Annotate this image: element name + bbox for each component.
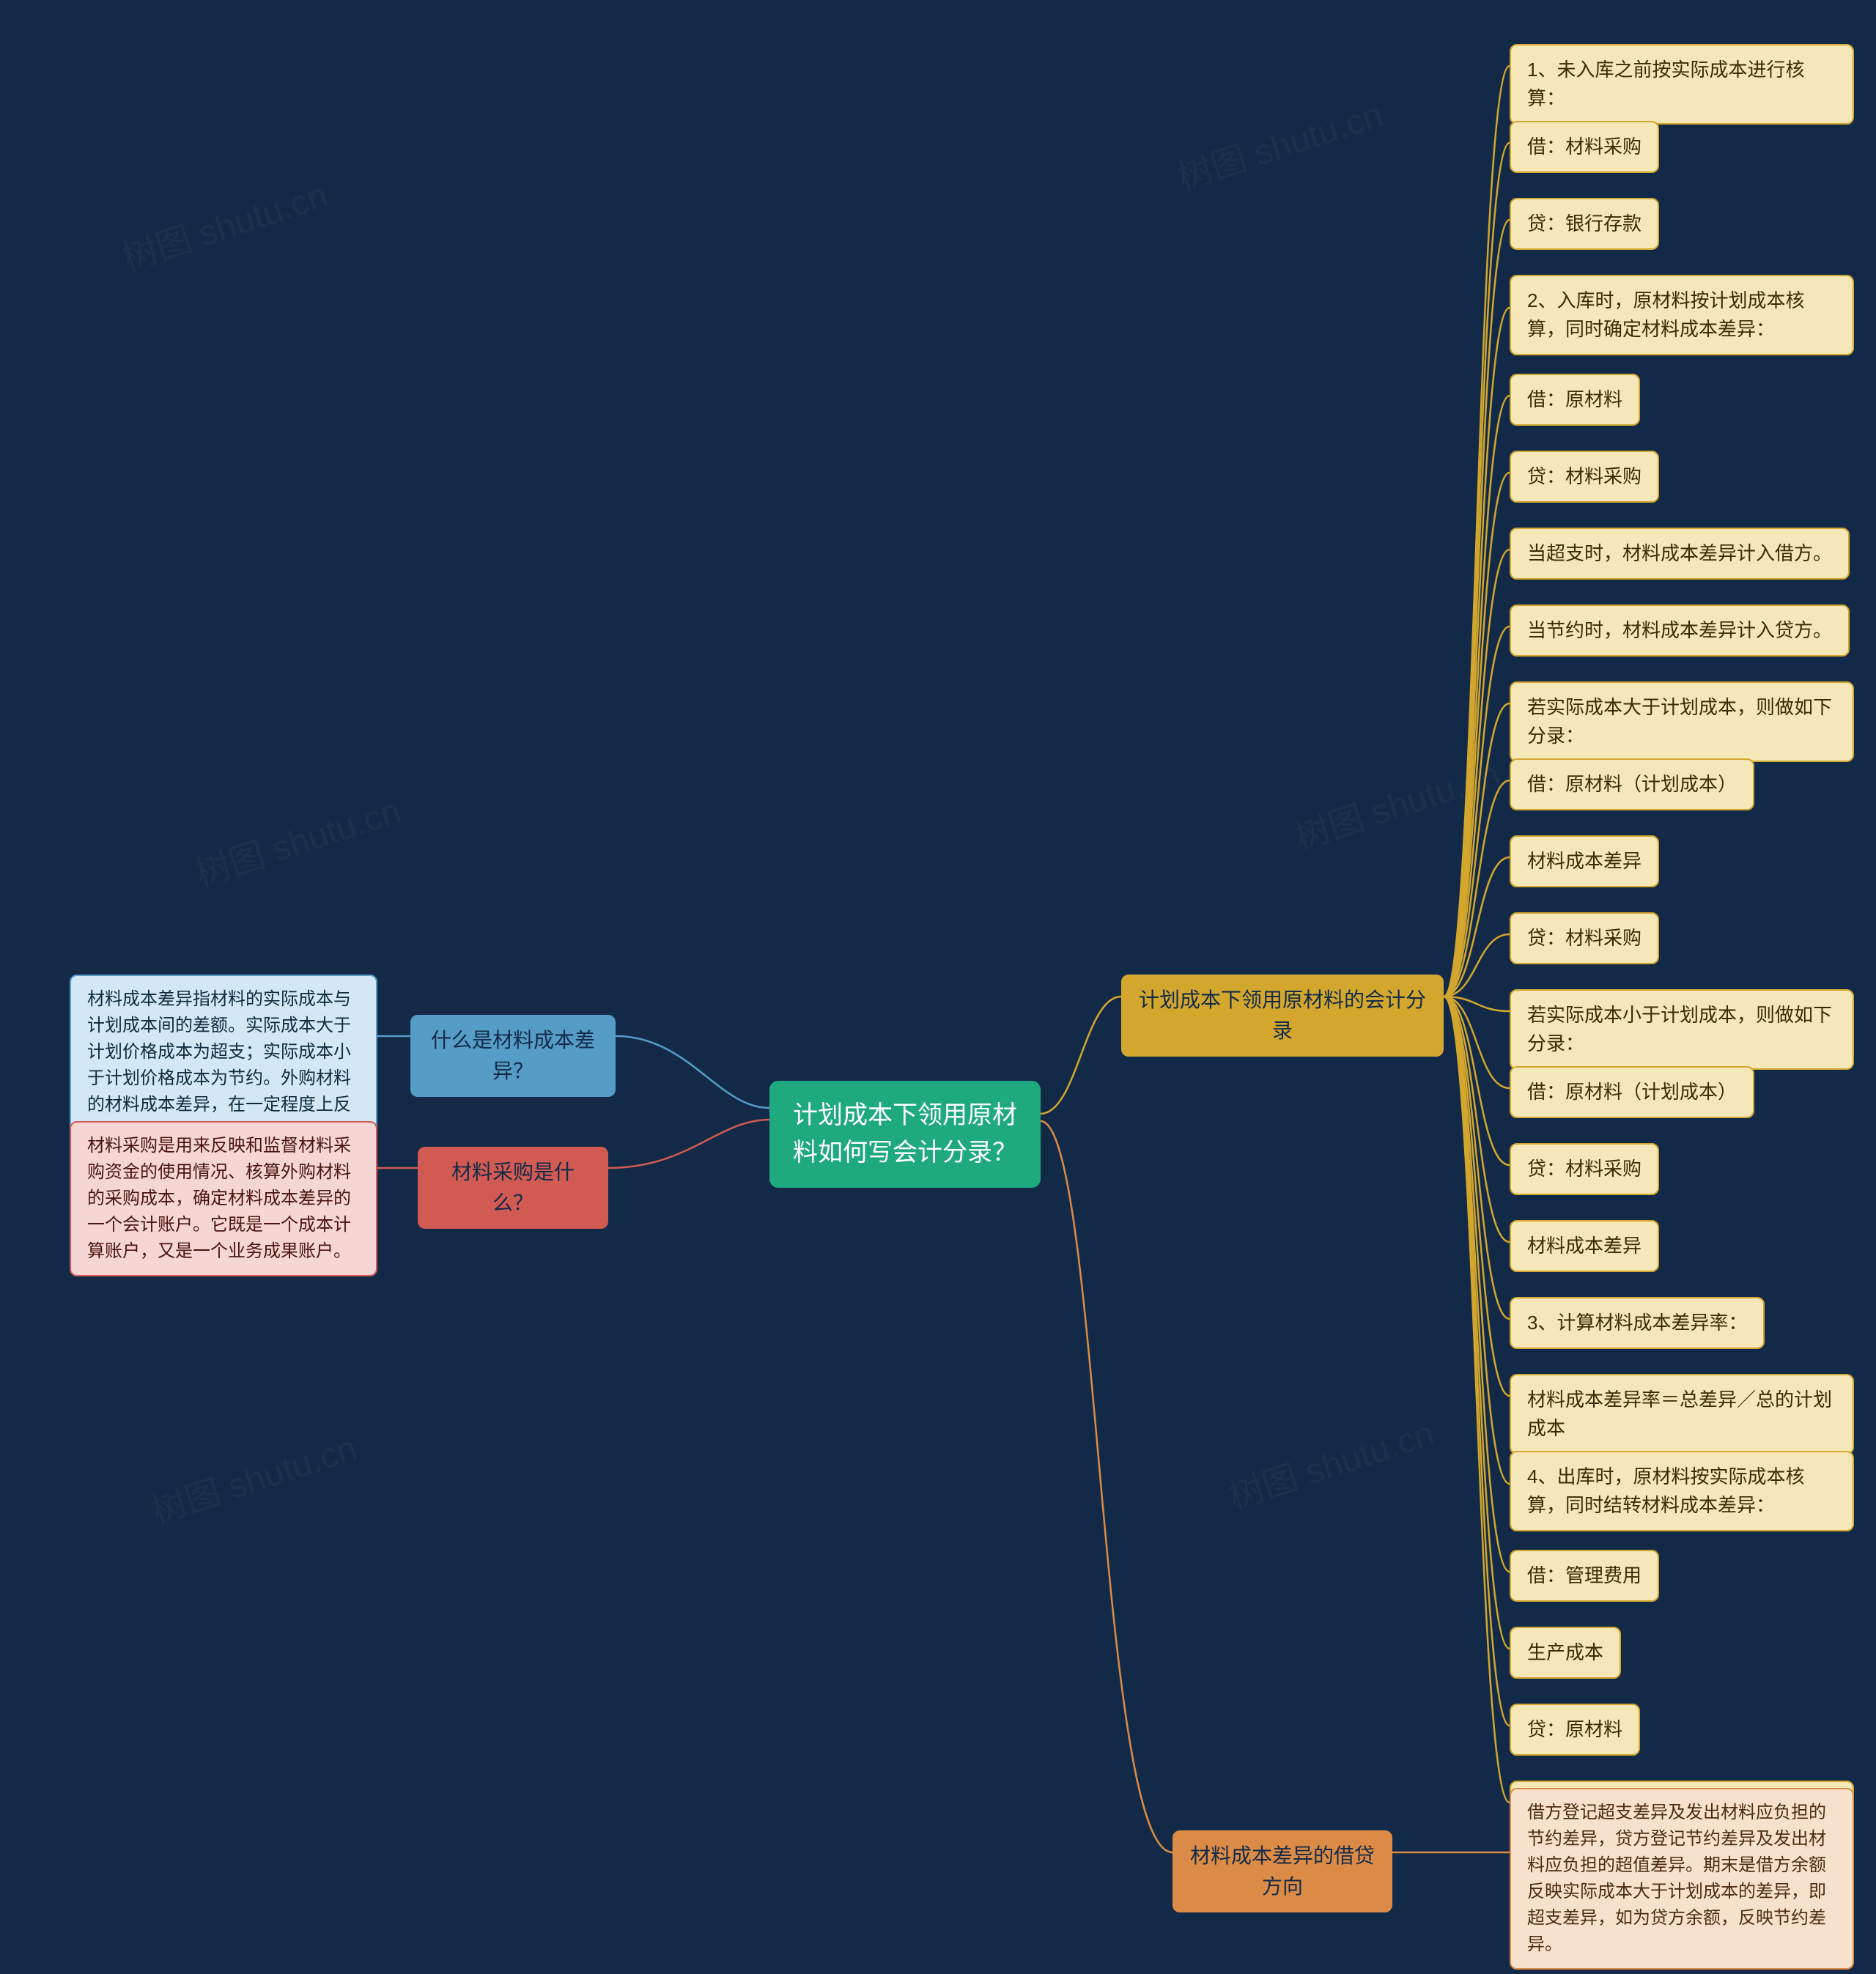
watermark: 树图 shutu.cn <box>1287 745 1505 860</box>
watermark: 树图 shutu.cn <box>1221 1405 1439 1519</box>
leaf-yellow-3[interactable]: 2、入库时，原材料按计划成本核算，同时确定材料成本差异： <box>1510 275 1854 355</box>
leaf-yellow-2[interactable]: 贷：银行存款 <box>1510 198 1659 250</box>
leaf-yellow-0[interactable]: 1、未入库之前按实际成本进行核算： <box>1510 44 1854 125</box>
leaf-yellow-5[interactable]: 贷：材料采购 <box>1510 451 1659 503</box>
watermark: 树图 shutu.cn <box>114 166 333 281</box>
leaf-yellow-12[interactable]: 若实际成本小于计划成本，则做如下分录： <box>1510 989 1854 1070</box>
watermark: 树图 shutu.cn <box>144 1419 362 1534</box>
leaf-yellow-20[interactable]: 生产成本 <box>1510 1627 1621 1679</box>
leaf-orange[interactable]: 借方登记超支差异及发出材料应负担的节约差异，贷方登记节约差异及发出材料应负担的超… <box>1510 1788 1854 1970</box>
leaf-yellow-11[interactable]: 贷：材料采购 <box>1510 912 1659 964</box>
leaf-yellow-7[interactable]: 当节约时，材料成本差异计入贷方。 <box>1510 605 1850 657</box>
branch-red[interactable]: 材料采购是什么？ <box>418 1147 608 1229</box>
leaf-yellow-6[interactable]: 当超支时，材料成本差异计入借方。 <box>1510 528 1850 580</box>
mindmap-canvas: 树图 shutu.cn 树图 shutu.cn 树图 shutu.cn 树图 s… <box>0 0 1876 1974</box>
leaf-yellow-19[interactable]: 借：管理费用 <box>1510 1550 1659 1602</box>
watermark: 树图 shutu.cn <box>1170 86 1388 200</box>
branch-yellow[interactable]: 计划成本下领用原材料的会计分录 <box>1121 975 1444 1057</box>
leaf-yellow-1[interactable]: 借：材料采购 <box>1510 121 1659 173</box>
branch-blue[interactable]: 什么是材料成本差异？ <box>410 1015 616 1097</box>
watermark: 树图 shutu.cn <box>188 782 406 896</box>
leaf-yellow-4[interactable]: 借：原材料 <box>1510 374 1640 426</box>
leaf-red[interactable]: 材料采购是用来反映和监督材料采购资金的使用情况、核算外购材料的采购成本，确定材料… <box>70 1121 377 1276</box>
leaf-yellow-17[interactable]: 材料成本差异率＝总差异／总的计划成本 <box>1510 1374 1854 1454</box>
leaf-yellow-16[interactable]: 3、计算材料成本差异率： <box>1510 1297 1765 1349</box>
center-node[interactable]: 计划成本下领用原材料如何写会计分录？ <box>769 1081 1041 1188</box>
leaf-yellow-15[interactable]: 材料成本差异 <box>1510 1220 1659 1272</box>
branch-orange[interactable]: 材料成本差异的借贷方向 <box>1172 1830 1392 1912</box>
leaf-yellow-9[interactable]: 借：原材料（计划成本） <box>1510 758 1754 810</box>
leaf-yellow-18[interactable]: 4、出库时，原材料按实际成本核算，同时结转材料成本差异： <box>1510 1451 1854 1531</box>
leaf-yellow-10[interactable]: 材料成本差异 <box>1510 835 1659 887</box>
leaf-yellow-13[interactable]: 借：原材料（计划成本） <box>1510 1066 1754 1118</box>
leaf-yellow-21[interactable]: 贷：原材料 <box>1510 1704 1640 1756</box>
leaf-yellow-8[interactable]: 若实际成本大于计划成本，则做如下分录： <box>1510 681 1854 762</box>
leaf-yellow-14[interactable]: 贷：材料采购 <box>1510 1143 1659 1195</box>
